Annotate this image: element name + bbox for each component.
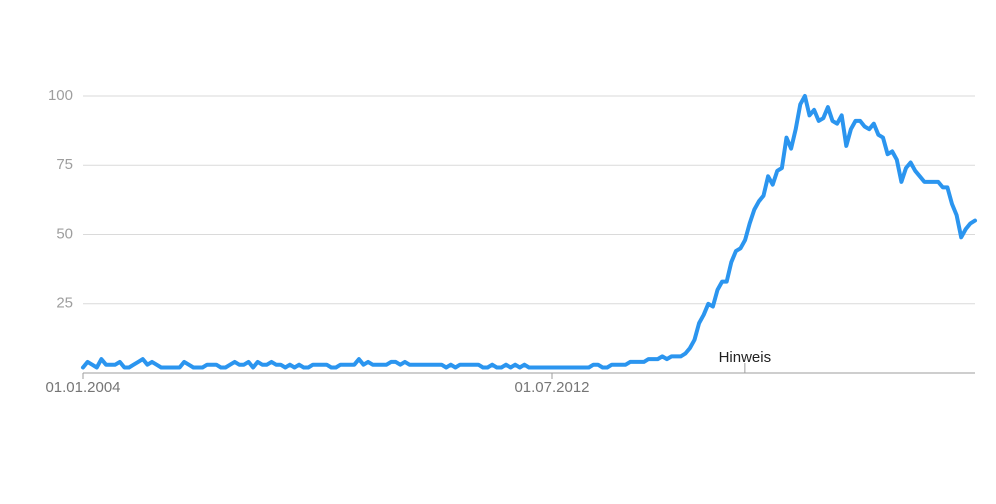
y-tick-label: 25 xyxy=(56,295,73,312)
y-tick-label: 75 xyxy=(56,156,73,173)
y-tick-label: 100 xyxy=(48,87,73,104)
x-tick-label: 01.07.2012 xyxy=(514,379,589,396)
annotation: Hinweis xyxy=(719,349,772,366)
y-tick-label: 50 xyxy=(56,225,73,242)
series-line xyxy=(81,94,977,370)
x-tick-label: 01.01.2004 xyxy=(45,379,120,396)
